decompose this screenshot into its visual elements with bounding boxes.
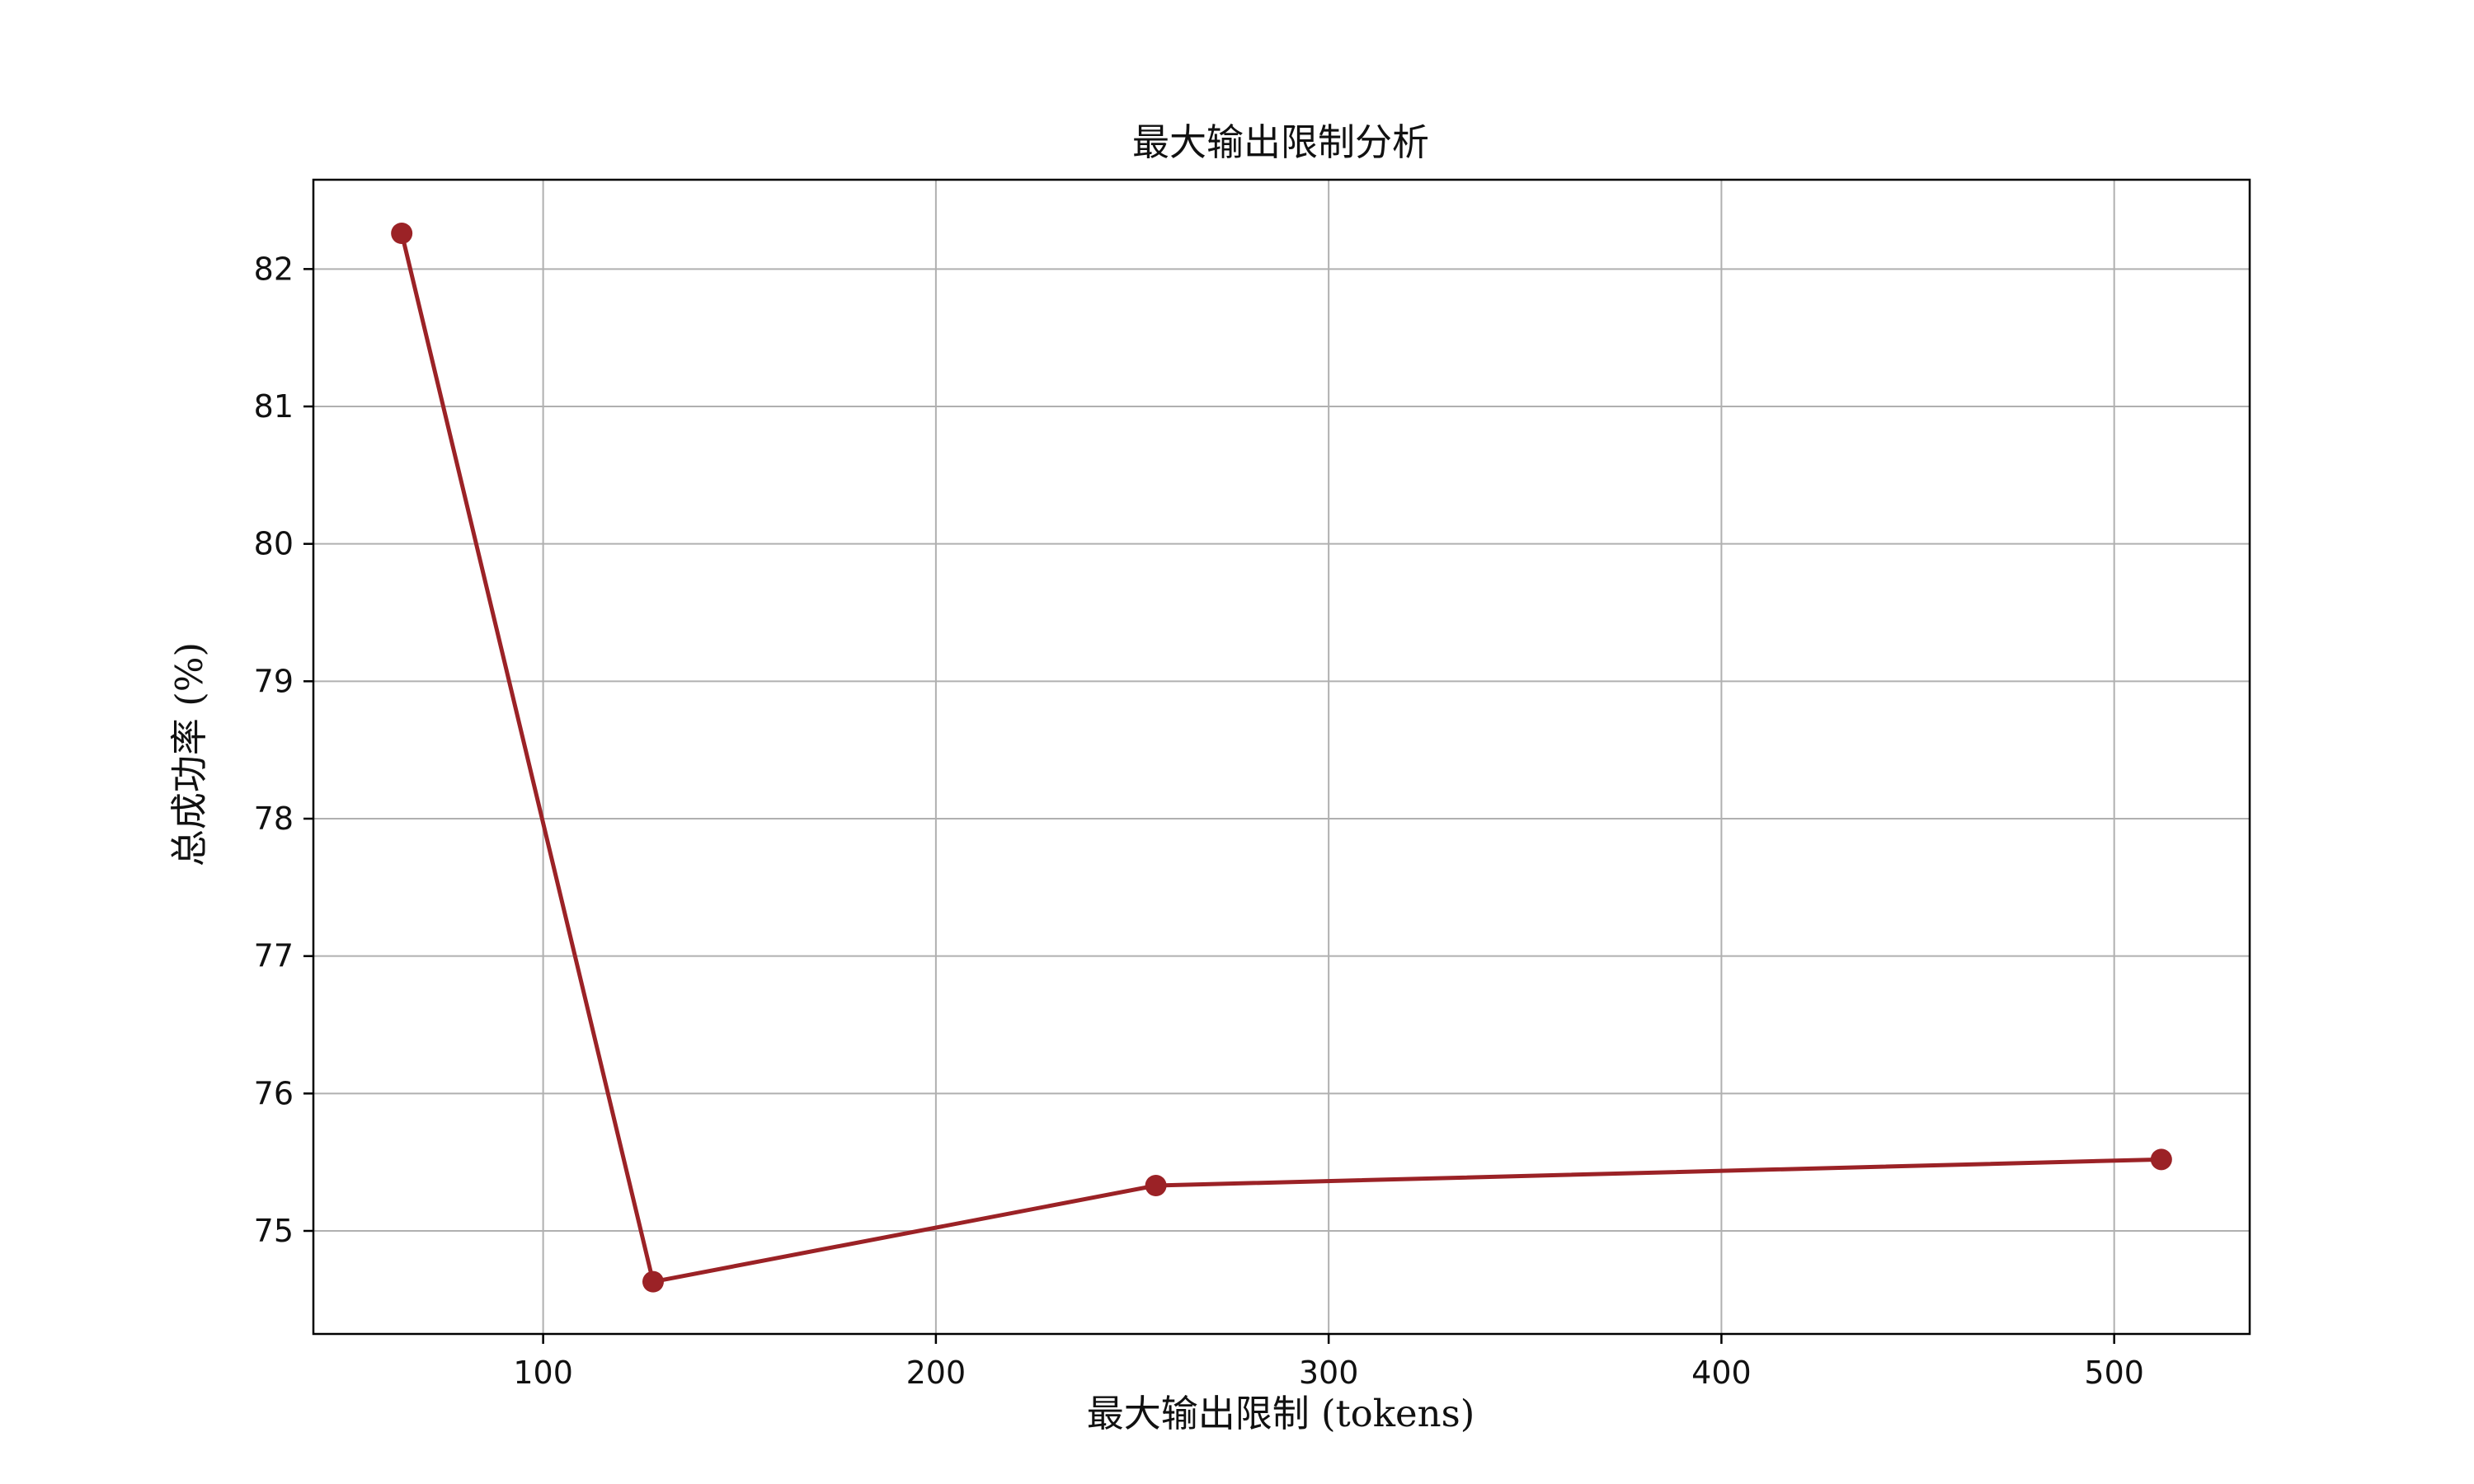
y-tick-label: 79 — [254, 663, 294, 699]
axis-ticks: 100 200 300 400 500 75 76 77 78 79 80 81 82 — [254, 251, 2144, 1391]
x-axis-label: 最大输出限制 (tokens) — [1087, 1392, 1475, 1435]
series-line — [399, 232, 2161, 1284]
x-tick-label: 500 — [2084, 1355, 2144, 1391]
data-point — [2150, 1148, 2172, 1171]
data-point — [1145, 1175, 1167, 1196]
plot-area-frame — [312, 178, 2251, 1336]
y-tick-label: 75 — [254, 1213, 294, 1249]
grid-lines — [313, 180, 2250, 1334]
y-tick-label: 81 — [254, 388, 294, 425]
y-tick-label: 82 — [254, 251, 294, 287]
y-tick-label: 78 — [254, 801, 294, 837]
data-point — [642, 1270, 664, 1293]
y-axis-label: 总成功率 (%) — [167, 642, 211, 866]
x-tick-label: 200 — [906, 1355, 967, 1391]
y-tick-label: 77 — [254, 938, 294, 974]
x-tick-label: 100 — [513, 1355, 573, 1391]
x-tick-label: 300 — [1299, 1355, 1359, 1391]
x-tick-label: 400 — [1691, 1355, 1752, 1391]
data-point — [391, 223, 413, 244]
data-series — [391, 223, 2172, 1293]
y-tick-label: 76 — [254, 1075, 294, 1111]
chart-title: 最大输出限制分析 — [1132, 120, 1429, 164]
y-tick-label: 80 — [254, 526, 294, 562]
